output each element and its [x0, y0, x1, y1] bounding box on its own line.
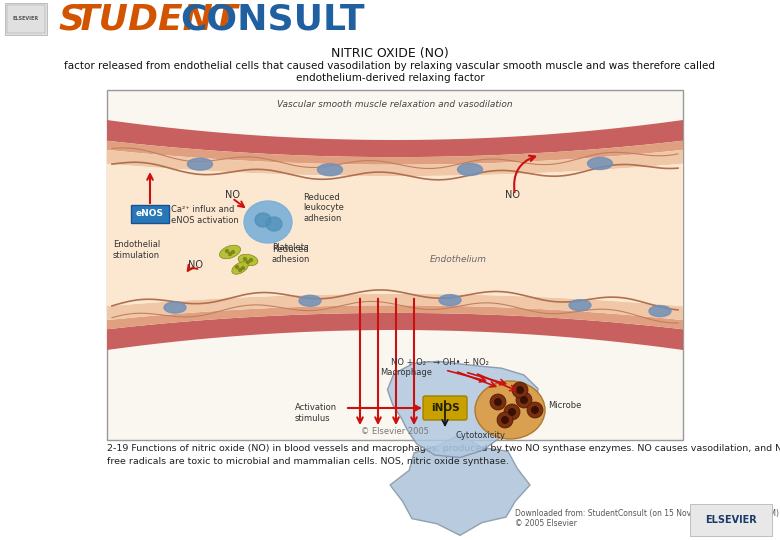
Polygon shape	[107, 120, 683, 157]
Text: Vascular smooth muscle relaxation and vasodilation: Vascular smooth muscle relaxation and va…	[277, 100, 512, 109]
Circle shape	[490, 394, 506, 410]
Text: Macrophage: Macrophage	[380, 368, 432, 377]
Ellipse shape	[187, 158, 212, 170]
Circle shape	[508, 408, 516, 416]
Text: NITRIC OXIDE (NO): NITRIC OXIDE (NO)	[332, 46, 448, 59]
Circle shape	[520, 396, 528, 404]
Ellipse shape	[232, 262, 248, 274]
Polygon shape	[107, 305, 683, 329]
Circle shape	[516, 392, 532, 408]
Text: factor released from endothelial cells that caused vasodilation by relaxing vasc: factor released from endothelial cells t…	[65, 61, 715, 71]
Circle shape	[246, 260, 250, 264]
Circle shape	[242, 267, 244, 269]
Polygon shape	[107, 141, 683, 165]
Text: NO + O₂⁻ → OH• + NO₂: NO + O₂⁻ → OH• + NO₂	[391, 358, 489, 367]
Ellipse shape	[475, 381, 545, 439]
Circle shape	[243, 258, 246, 260]
Text: ELSEVIER: ELSEVIER	[13, 17, 39, 22]
Circle shape	[225, 249, 229, 253]
Circle shape	[501, 416, 509, 424]
FancyBboxPatch shape	[131, 205, 169, 223]
Circle shape	[531, 406, 539, 414]
Polygon shape	[107, 164, 683, 306]
Circle shape	[512, 382, 528, 398]
Circle shape	[250, 259, 253, 261]
Text: CONSULT: CONSULT	[180, 2, 364, 36]
Text: © Elsevier 2005: © Elsevier 2005	[361, 428, 429, 436]
Text: iNOS: iNOS	[431, 403, 459, 413]
Ellipse shape	[317, 164, 342, 176]
Circle shape	[516, 386, 524, 394]
Circle shape	[494, 398, 502, 406]
Text: Cytotoxicity: Cytotoxicity	[455, 431, 505, 440]
Circle shape	[239, 268, 242, 272]
Ellipse shape	[238, 254, 258, 266]
FancyBboxPatch shape	[423, 396, 467, 420]
FancyBboxPatch shape	[5, 3, 47, 35]
Text: Reduced
leukocyte
adhesion: Reduced leukocyte adhesion	[303, 193, 344, 223]
Text: Microbe: Microbe	[548, 401, 581, 409]
Polygon shape	[388, 361, 538, 457]
Circle shape	[229, 253, 232, 255]
FancyBboxPatch shape	[107, 90, 683, 440]
Text: Ca²⁺ influx and
eNOS activation: Ca²⁺ influx and eNOS activation	[171, 205, 239, 225]
FancyBboxPatch shape	[690, 504, 772, 536]
Text: NO: NO	[225, 190, 240, 200]
Text: © 2005 Elsevier: © 2005 Elsevier	[515, 519, 577, 528]
Polygon shape	[390, 435, 530, 535]
Text: TUDENT: TUDENT	[74, 2, 237, 36]
Text: 2-19 Functions of nitric oxide (NO) in blood vessels and macrophages, produced b: 2-19 Functions of nitric oxide (NO) in b…	[107, 444, 780, 465]
Ellipse shape	[299, 295, 321, 306]
Text: Reduced
adhesion: Reduced adhesion	[272, 245, 310, 264]
Text: Platelets: Platelets	[272, 243, 308, 252]
Polygon shape	[107, 294, 683, 320]
Ellipse shape	[439, 295, 461, 306]
Ellipse shape	[244, 201, 292, 243]
Ellipse shape	[164, 302, 186, 313]
Text: S: S	[58, 2, 84, 36]
Ellipse shape	[266, 217, 282, 231]
Text: endothelium-derived relaxing factor: endothelium-derived relaxing factor	[296, 73, 484, 83]
Text: NO: NO	[188, 260, 203, 270]
Ellipse shape	[255, 213, 271, 227]
Text: Downloaded from: StudentConsult (on 15 November 2009 11:35 AM): Downloaded from: StudentConsult (on 15 N…	[515, 509, 779, 518]
Circle shape	[236, 266, 239, 268]
Ellipse shape	[587, 158, 612, 170]
Ellipse shape	[569, 300, 591, 310]
Text: Endothelium: Endothelium	[430, 255, 487, 264]
Circle shape	[504, 404, 520, 420]
Circle shape	[497, 412, 513, 428]
Polygon shape	[107, 313, 683, 350]
Text: eNOS: eNOS	[136, 210, 164, 219]
Circle shape	[527, 402, 543, 418]
Text: Endothelial
stimulation: Endothelial stimulation	[113, 240, 160, 260]
Ellipse shape	[458, 164, 483, 176]
Ellipse shape	[649, 306, 671, 316]
Polygon shape	[107, 150, 683, 176]
Text: Activation
stimulus: Activation stimulus	[295, 403, 337, 423]
Ellipse shape	[219, 245, 240, 259]
Text: NO: NO	[505, 190, 520, 200]
Text: ELSEVIER: ELSEVIER	[705, 515, 757, 525]
Circle shape	[232, 251, 235, 253]
